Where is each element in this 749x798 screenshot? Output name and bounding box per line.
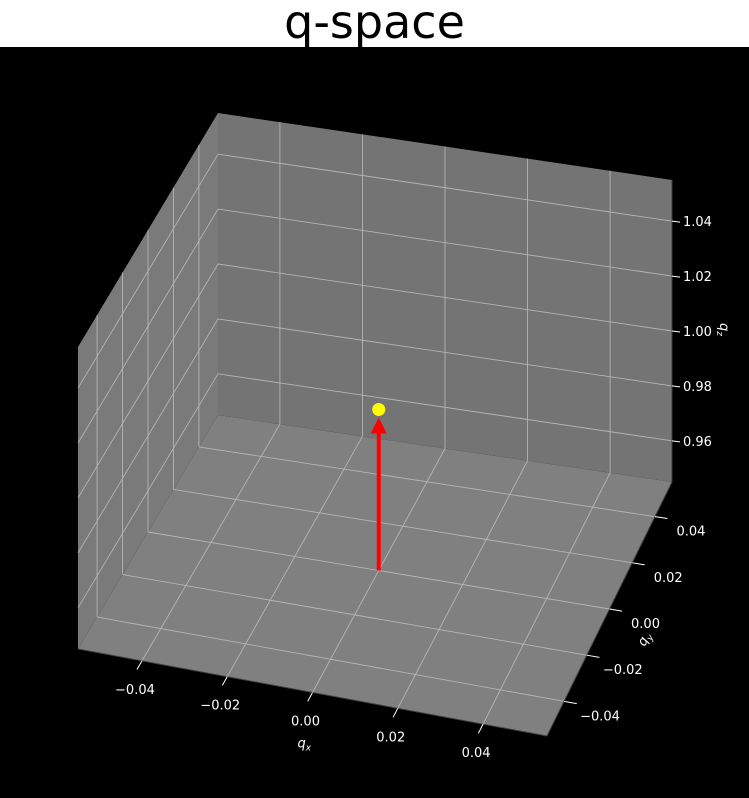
title-bar: q-space (0, 0, 749, 49)
x-tick-mark (307, 692, 313, 702)
grid-line-back-z (217, 263, 673, 332)
y-tick-mark (563, 700, 577, 705)
data-marks (370, 403, 387, 571)
x-tick-mark (477, 723, 484, 734)
x-tick-mark (136, 660, 143, 670)
x-tick-label: −0.04 (115, 683, 155, 698)
grid-line-back-z (217, 318, 673, 387)
z-tick-mark (671, 220, 681, 223)
grid-line-back-z (217, 153, 673, 222)
y-tick-label: 0.00 (631, 617, 660, 632)
y-tick-label: −0.02 (603, 663, 643, 678)
y-axis-label-subscript: y (645, 633, 657, 644)
z-tick-label: 1.02 (683, 270, 712, 285)
z-tick-mark (671, 275, 681, 278)
floor-pane (78, 415, 672, 736)
z-tick-mark (671, 440, 681, 443)
z-tick-label: 1.00 (683, 325, 712, 340)
x-tick-mark (221, 676, 228, 686)
grid-line-floor-y (122, 574, 587, 656)
y-tick-label: −0.04 (580, 709, 620, 724)
y-axis-label: qy (635, 629, 657, 650)
y-tick-mark (609, 608, 623, 612)
grid-line-floor-y (173, 489, 633, 564)
grid-line-left-z (77, 263, 219, 499)
grid-line-back-z (217, 208, 673, 277)
x-axis-label: qx (298, 737, 312, 754)
arrow-head (370, 417, 387, 434)
y-tick-mark (632, 562, 645, 566)
tick-labels: −0.04 −0.02 0.00 0.02 0.04 −0.04 −0.02 0.00 0.02… (115, 215, 712, 761)
z-tick-label: 0.98 (683, 380, 712, 395)
x-tick-label: −0.02 (200, 699, 240, 714)
grid-line-left-z (77, 208, 219, 444)
grid-line-floor-y (198, 446, 656, 518)
x-axis-label-subscript: x (305, 744, 312, 754)
x-tick-label: 0.00 (291, 715, 320, 730)
x-tick-label: 0.04 (462, 746, 491, 761)
scatter-point (372, 403, 386, 416)
x-tick-mark (392, 708, 399, 718)
x-tick-label: 0.02 (376, 730, 405, 745)
grid-line-left-z (77, 153, 219, 389)
grid-line-left-z (77, 373, 219, 609)
grid-lines (77, 122, 673, 725)
z-axis-label: qz (714, 323, 731, 336)
grid-line-left-z (77, 318, 219, 554)
y-tick-label: 0.02 (654, 571, 683, 586)
y-tick-mark (654, 516, 668, 520)
y-tick-mark (586, 654, 600, 658)
y-tick-label: 0.04 (676, 525, 705, 540)
grid-line-floor-y (97, 616, 565, 702)
z-axis-label-subscript: z (714, 330, 724, 336)
z-tick-mark (671, 330, 681, 333)
grid-line-back-z (217, 373, 673, 442)
chart-title: q-space (284, 0, 465, 49)
z-tick-label: 0.96 (683, 435, 712, 450)
z-tick-mark (671, 385, 681, 388)
z-tick-label: 1.04 (683, 215, 712, 230)
